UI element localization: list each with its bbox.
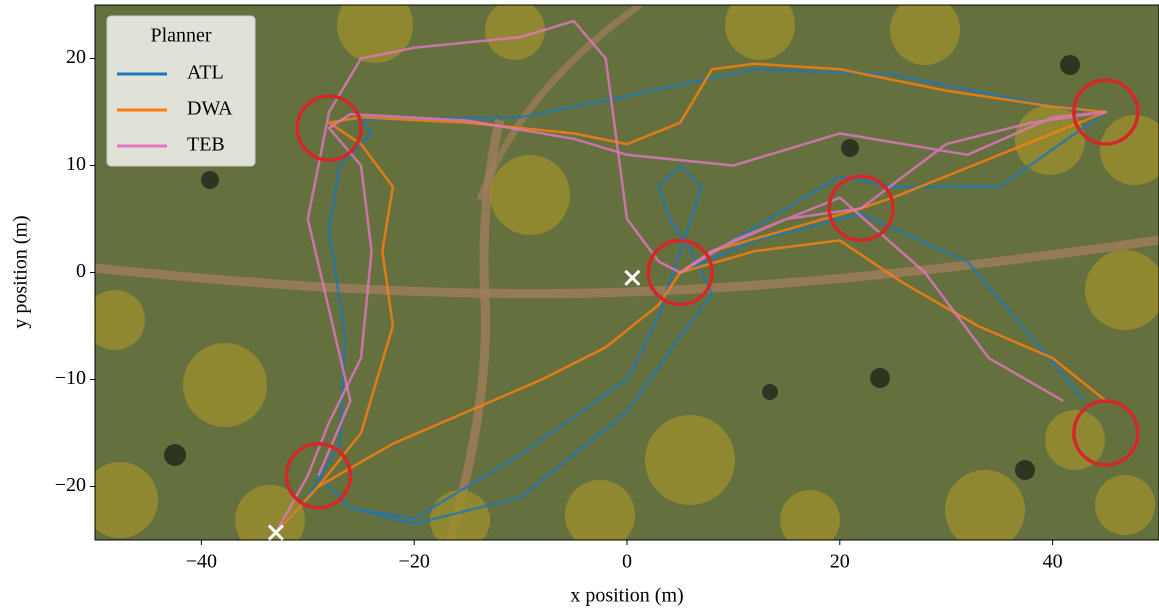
y-tick-label: −20 (55, 474, 86, 496)
x-tick-label: 20 (830, 551, 850, 573)
x-tick-label: 40 (1043, 551, 1063, 573)
x-tick-label: 0 (622, 551, 632, 573)
y-tick-label: 20 (66, 46, 86, 68)
legend-label: TEB (187, 134, 225, 156)
y-tick-label: 0 (76, 260, 86, 282)
legend-label: ATL (187, 62, 224, 84)
x-axis-label: x position (m) (570, 585, 683, 607)
x-tick-label: −40 (186, 551, 217, 573)
legend-label: DWA (187, 98, 233, 120)
y-axis-label: y position (m) (10, 215, 32, 328)
chart: x position (m) y position (m) Planner AT… (0, 0, 1159, 608)
x-tick-label: −20 (399, 551, 430, 573)
legend-title: Planner (150, 25, 211, 47)
legend: Planner ATL DWA TEB (107, 16, 255, 166)
y-tick-label: 10 (66, 153, 86, 175)
y-tick-label: −10 (55, 367, 86, 389)
